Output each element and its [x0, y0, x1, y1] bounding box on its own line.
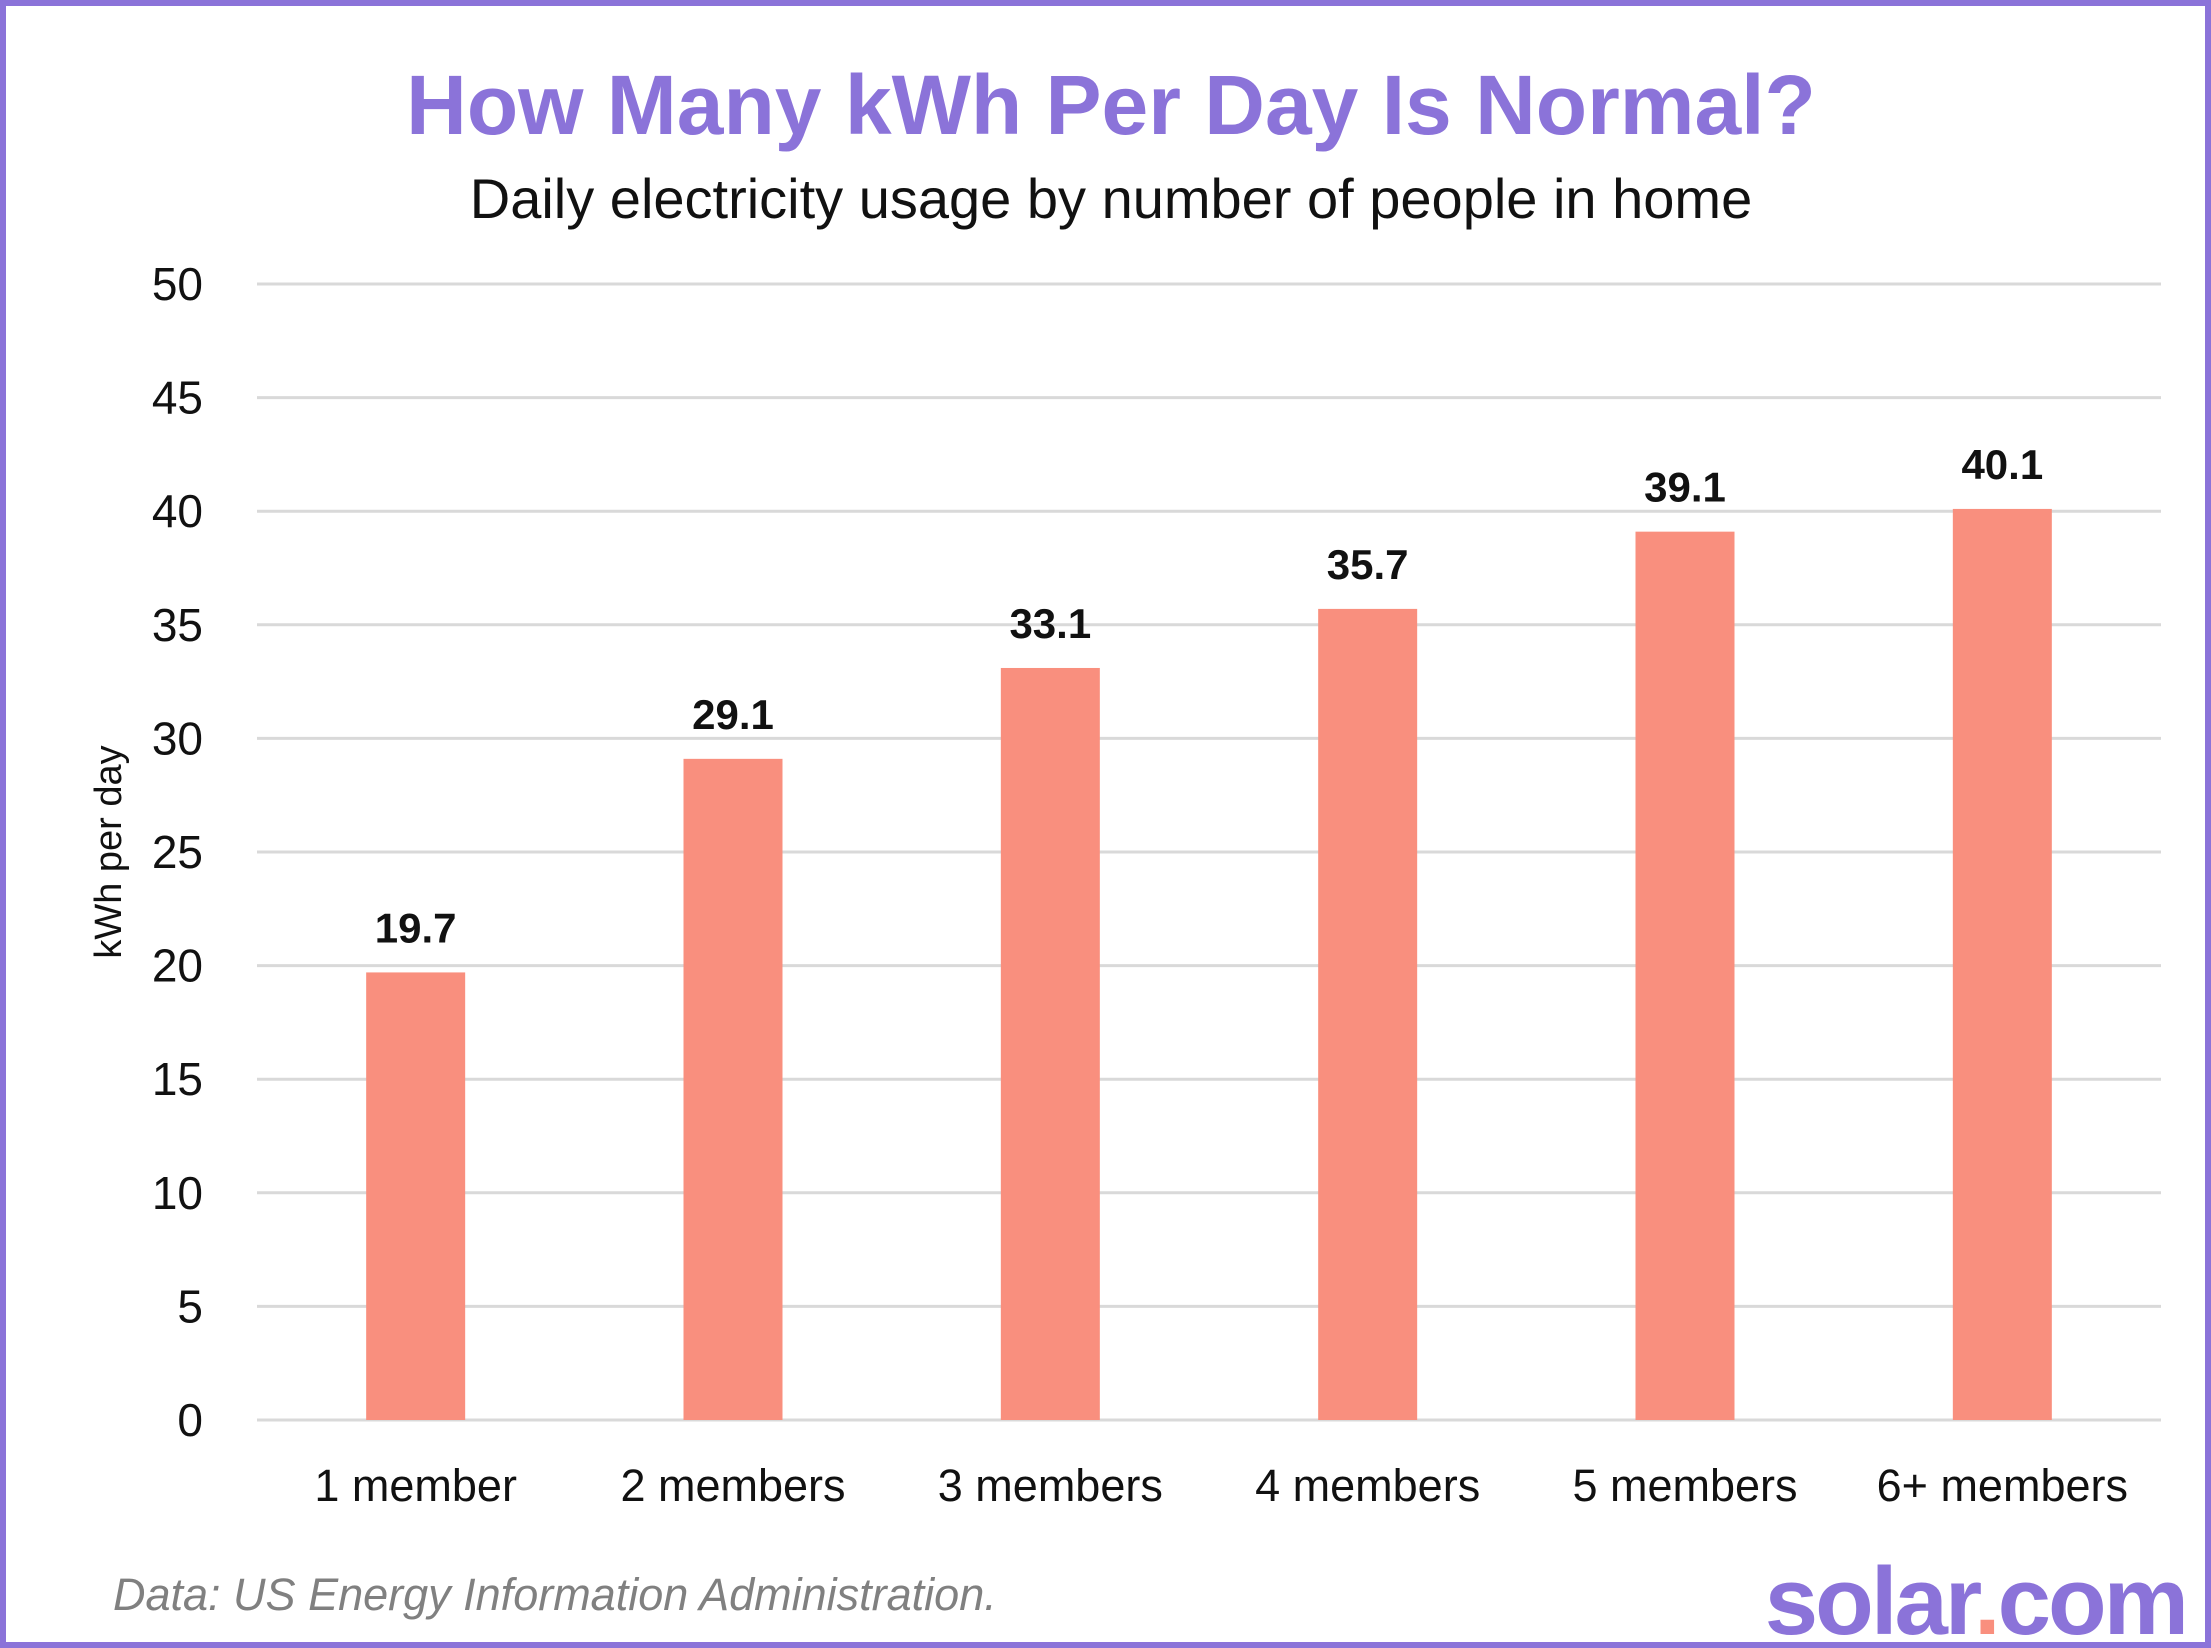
x-tick-label: 1 member [314, 1460, 517, 1511]
x-tick-label: 5 members [1572, 1460, 1797, 1511]
bar [1952, 508, 2052, 1421]
data-label: 35.7 [1327, 541, 1409, 588]
y-tick-label: 50 [152, 258, 203, 310]
y-tick-label: 30 [152, 712, 203, 764]
x-tick-label: 4 members [1255, 1460, 1480, 1511]
data-labels: 19.7 29.1 33.1 35.7 39.1 40.1 [375, 441, 2043, 951]
data-label: 33.1 [1009, 600, 1091, 647]
chart-title: How Many kWh Per Day Is Normal? [406, 58, 1816, 152]
bar [366, 972, 466, 1420]
bar [1635, 531, 1735, 1420]
chart-subtitle: Daily electricity usage by number of peo… [470, 167, 1752, 230]
data-label: 40.1 [1961, 441, 2043, 488]
y-tick-label: 40 [152, 485, 203, 537]
data-label: 29.1 [692, 691, 774, 738]
y-tick-label: 35 [152, 599, 203, 651]
y-tick-label: 45 [152, 372, 203, 424]
source-note: Data: US Energy Information Administrati… [113, 1569, 997, 1620]
gridlines [257, 282, 2161, 1422]
y-axis-label: kWh per day [88, 745, 130, 958]
bar [683, 758, 783, 1420]
y-tick-label: 0 [177, 1394, 203, 1446]
bar-chart: How Many kWh Per Day Is Normal? Daily el… [88, 58, 2189, 1648]
y-tick-label: 5 [177, 1280, 203, 1332]
y-tick-label: 10 [152, 1167, 203, 1219]
y-tick-label: 20 [152, 940, 203, 992]
y-axis-ticks: 0 5 10 15 20 25 30 35 40 45 50 [152, 258, 203, 1446]
logo-text: solar.com [1765, 1548, 2186, 1648]
bar [1318, 608, 1418, 1420]
data-label: 39.1 [1644, 464, 1726, 511]
bar [1000, 667, 1100, 1420]
x-tick-label: 2 members [620, 1460, 845, 1511]
data-label: 19.7 [375, 904, 457, 951]
x-tick-label: 3 members [938, 1460, 1163, 1511]
solar-com-logo: solar.com [1765, 1548, 2189, 1648]
logo-dot: . [1974, 1548, 1998, 1648]
x-axis-labels: 1 member 2 members 3 members 4 members 5 mem… [314, 1460, 2128, 1511]
y-tick-label: 15 [152, 1053, 203, 1105]
bars [366, 508, 2052, 1421]
x-tick-label: 6+ members [1877, 1460, 2128, 1511]
y-tick-label: 25 [152, 826, 203, 878]
